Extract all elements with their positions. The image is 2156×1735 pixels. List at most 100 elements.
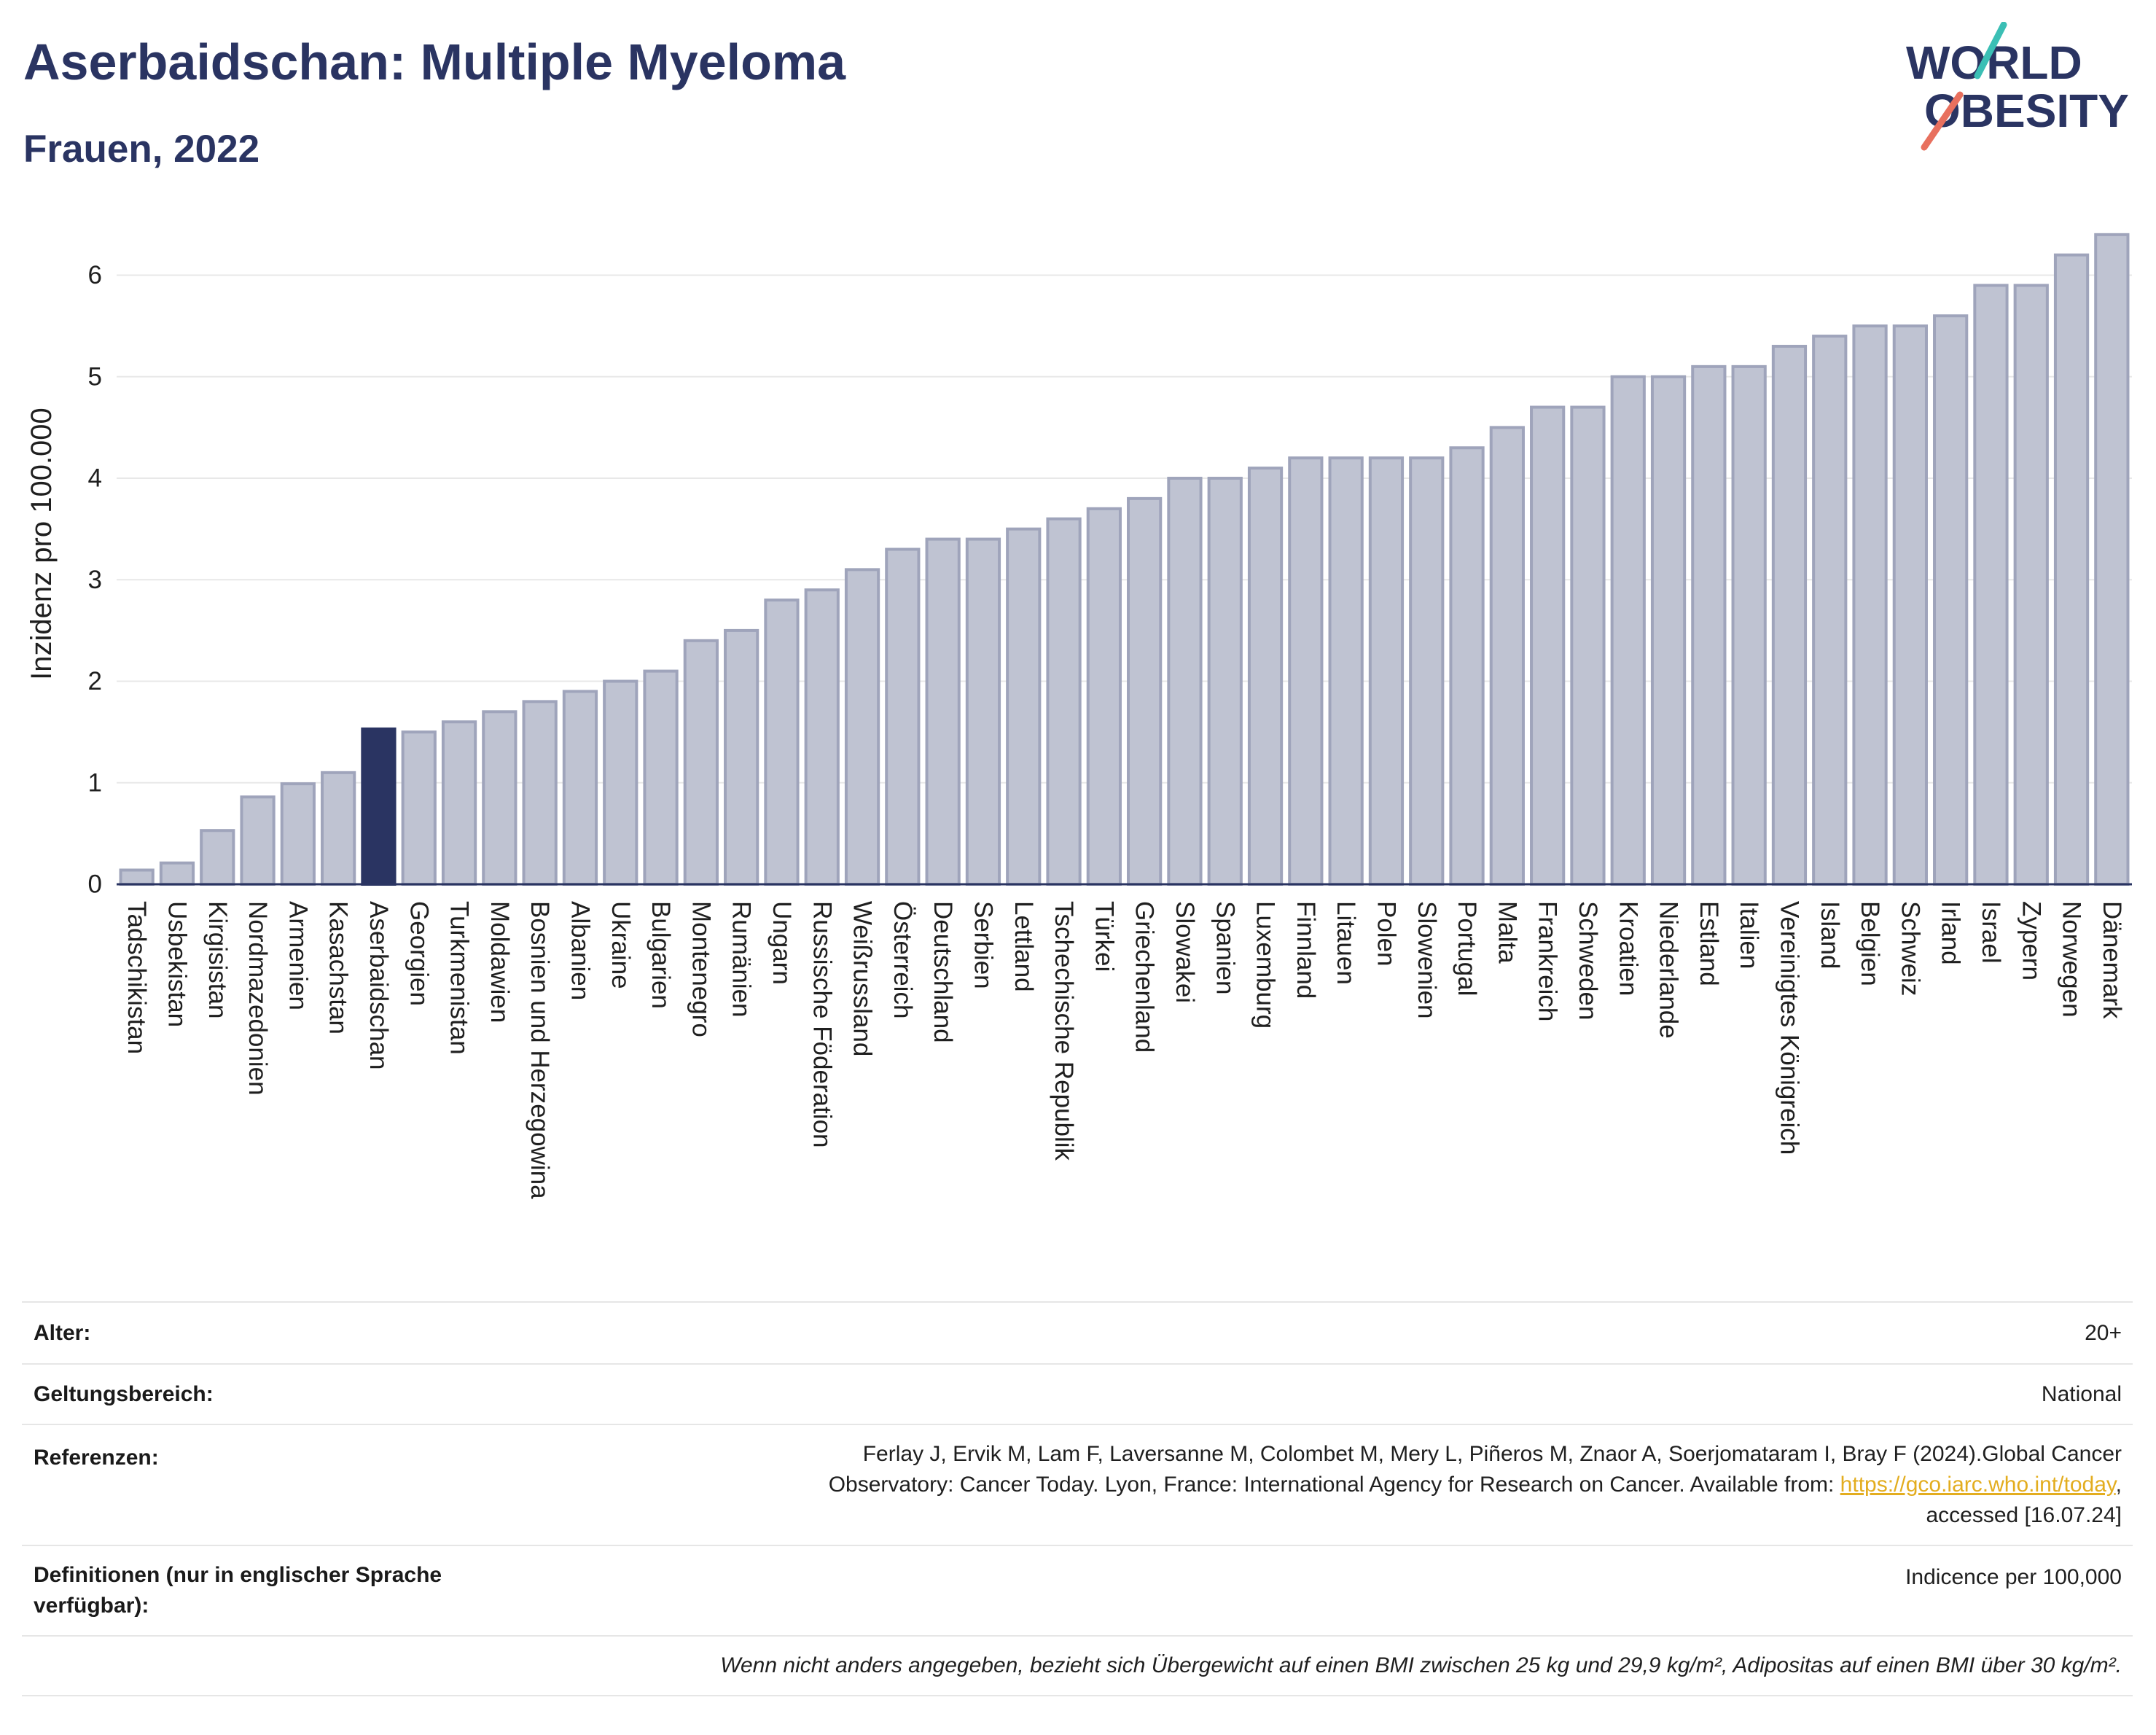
bar — [925, 537, 961, 886]
x-tick-label: Dänemark — [2098, 901, 2126, 1019]
bar — [1892, 324, 1928, 886]
x-tick-label: Kasachstan — [324, 901, 353, 1034]
info-row-references: Referenzen: Ferlay J, Ervik M, Lam F, La… — [22, 1424, 2133, 1545]
bar — [159, 861, 195, 886]
x-tick-label: Nordmazedonien — [243, 901, 272, 1096]
x-tick-label: Bulgarien — [647, 901, 675, 1009]
bar — [1288, 456, 1324, 886]
bar-chart: Inzidenz pro 100.000 0 1 2 3 4 5 6 Tadschikista… — [26, 233, 2132, 1199]
bar — [1610, 375, 1646, 886]
definitions-label: Definitionen (nur in englischer Sprache … — [34, 1563, 442, 1618]
x-tick-label: Russische Föderation — [808, 901, 836, 1148]
bar — [1973, 284, 2009, 886]
scope-label: Geltungsbereich: — [34, 1381, 214, 1406]
bar — [724, 628, 759, 886]
x-tick-label: Niederlande — [1655, 901, 1683, 1039]
x-tick-label: Belgien — [1856, 901, 1884, 986]
x-tick-label: Bosnien und Herzegowina — [526, 901, 554, 1199]
x-tick-label: Kirgisistan — [203, 901, 232, 1018]
y-tick-label: 6 — [88, 261, 102, 289]
reference-link[interactable]: https://gco.iarc.who.int/today — [1840, 1473, 2116, 1497]
x-tick-label: Griechenland — [1130, 901, 1159, 1053]
bar — [1046, 517, 1082, 886]
x-tick-label: Tschechische Republik — [1050, 901, 1078, 1161]
x-tick-label: Rumänien — [727, 901, 756, 1018]
info-row-age: Alter: 20+ — [22, 1301, 2133, 1363]
page-title: Aserbaidschan: Multiple Myeloma — [23, 34, 846, 90]
bar — [522, 700, 558, 886]
bar — [965, 537, 1001, 886]
x-tick-label: Finnland — [1292, 901, 1320, 999]
bar — [885, 547, 921, 886]
highlighted-bar — [361, 727, 397, 886]
reference-line-1: Ferlay J, Ervik M, Lam F, Laversanne M, … — [862, 1442, 2122, 1466]
x-tick-label: Usbekistan — [163, 901, 191, 1027]
bar — [1167, 477, 1203, 886]
bar — [200, 829, 235, 886]
bar — [1489, 426, 1525, 886]
scope-value: National — [2041, 1381, 2122, 1406]
x-tick-label: Norwegen — [2058, 901, 2086, 1018]
age-label: Alter: — [34, 1320, 91, 1345]
bar — [1086, 507, 1122, 886]
x-tick-label: Moldawien — [485, 901, 514, 1023]
bar — [119, 868, 155, 886]
definitions-value: Indicence per 100,000 — [1905, 1565, 2122, 1589]
bar — [1006, 527, 1042, 886]
reference-text: Observatory: Cancer Today. Lyon, France:… — [828, 1473, 1840, 1497]
bar — [1409, 456, 1445, 886]
x-tick-label: Österreich — [888, 901, 917, 1018]
bar — [2013, 284, 2049, 886]
reference-line-3: accessed [16.07.24] — [1926, 1503, 2122, 1527]
x-tick-label: Lettland — [1009, 901, 1038, 992]
page-subtitle: Frauen, 2022 — [23, 128, 260, 171]
bar — [1328, 456, 1364, 886]
y-tick-label: 2 — [88, 667, 102, 695]
reference-line-2: Observatory: Cancer Today. Lyon, France:… — [532, 1470, 2122, 1500]
bar — [643, 669, 679, 886]
bar — [1691, 364, 1727, 886]
x-tick-label: Vereinigtes Königreich — [1775, 901, 1803, 1155]
references-label: Referenzen: — [34, 1446, 159, 1470]
bar — [1247, 467, 1284, 886]
bar — [1812, 335, 1848, 886]
x-tick-label: Ukraine — [606, 901, 635, 989]
bar — [683, 639, 719, 886]
x-tick-label: Serbien — [969, 901, 997, 989]
y-tick-label: 0 — [88, 870, 102, 899]
x-tick-label: Italien — [1735, 901, 1763, 969]
y-tick-label: 1 — [88, 768, 102, 797]
bar — [1207, 477, 1243, 886]
bar — [1852, 324, 1888, 886]
references-value: Ferlay J, Ervik M, Lam F, Laversanne M, … — [532, 1439, 2133, 1531]
footnote: Wenn nicht anders angegeben, bezieht sic… — [720, 1653, 2122, 1677]
x-tick-label: Portugal — [1453, 901, 1481, 996]
x-tick-label: Irland — [1937, 901, 1965, 965]
x-tick-label: Israel — [1977, 901, 2005, 964]
x-tick-label: Spanien — [1211, 901, 1239, 994]
bar — [2053, 253, 2090, 886]
info-row-note: Wenn nicht anders angegeben, bezieht sic… — [22, 1635, 2133, 1696]
bar — [321, 771, 356, 886]
y-axis-title: Inzidenz pro 100.000 — [26, 408, 58, 680]
x-tick-label: Estland — [1695, 901, 1723, 986]
bar — [482, 710, 517, 886]
bar — [764, 599, 800, 886]
x-tick-label: Tadschikistan — [122, 901, 151, 1054]
bar — [240, 795, 276, 886]
x-tick-label: Luxemburg — [1251, 901, 1280, 1029]
info-row-scope: Geltungsbereich: National — [22, 1363, 2133, 1424]
bar — [2094, 233, 2130, 886]
x-tick-label: Schweiz — [1896, 901, 1924, 996]
bar — [1570, 405, 1606, 886]
x-tick-label: Zypern — [2017, 901, 2045, 980]
info-row-definitions: Definitionen (nur in englischer Sprache … — [22, 1545, 2133, 1635]
x-tick-label: Malta — [1493, 901, 1521, 964]
x-tick-label: Ungarn — [768, 901, 796, 985]
bar — [562, 690, 598, 886]
bar — [804, 588, 840, 886]
x-tick-label: Deutschland — [929, 901, 957, 1043]
bar — [1933, 314, 1969, 886]
x-tick-label: Island — [1816, 901, 1844, 969]
age-value: 20+ — [2085, 1320, 2122, 1345]
